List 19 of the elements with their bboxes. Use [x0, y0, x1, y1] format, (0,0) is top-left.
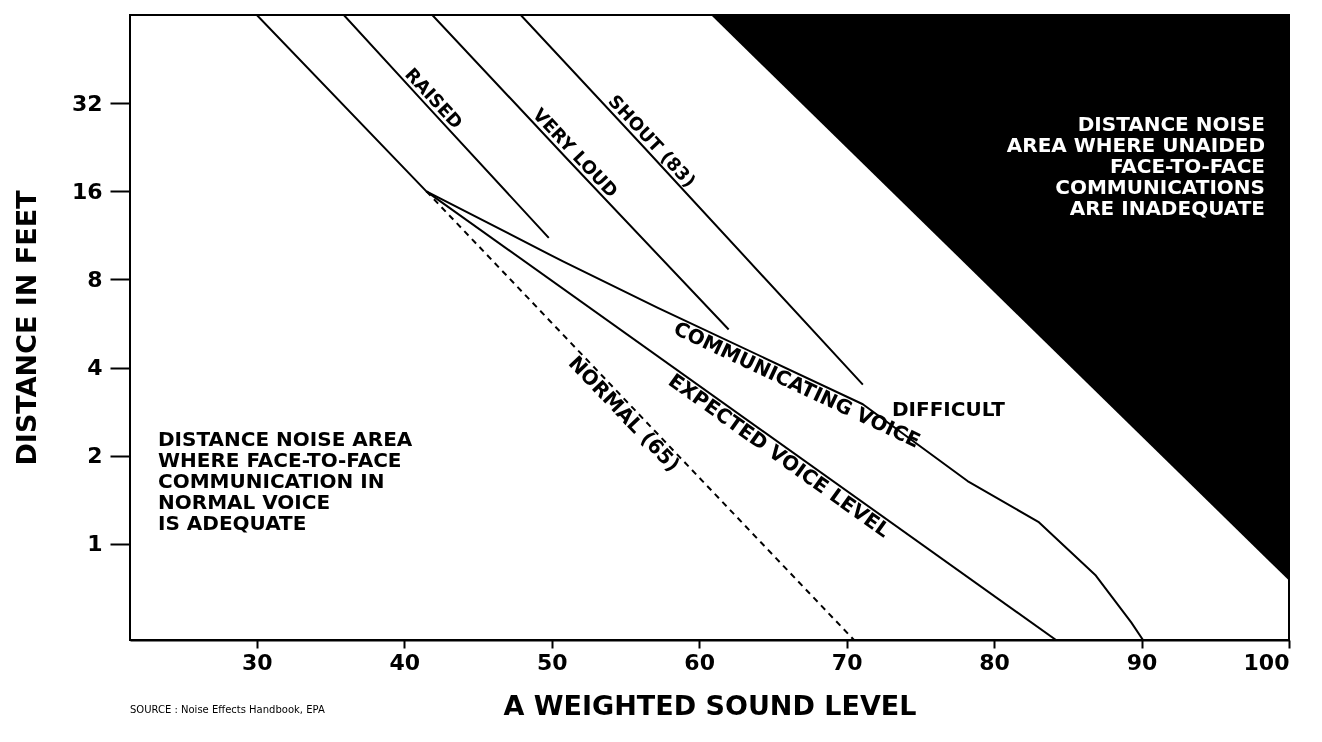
- annotation: DISTANCE NOISE AREA WHERE UNAIDED FACE-TO-FACE COMMUNICATIONS ARE INADEQUATE: [1006, 112, 1265, 220]
- y-axis-title: DISTANCE IN FEET: [10, 189, 42, 466]
- x-tick-label: 60: [684, 649, 715, 675]
- annotation: DISTANCE NOISE AREA WHERE FACE-TO-FACE COMMUNICATION IN NORMAL VOICE IS ADEQUATE: [158, 427, 413, 535]
- y-tick-label: 4: [87, 355, 103, 381]
- x-axis-title: A WEIGHTED SOUND LEVEL: [503, 689, 917, 721]
- y-tick-label: 1: [87, 531, 103, 557]
- x-tick-label: 100: [1243, 649, 1290, 675]
- x-tick-label: 50: [536, 649, 568, 675]
- x-tick-label: 30: [242, 649, 273, 675]
- y-tick-label: 16: [71, 178, 103, 204]
- x-tick-label: 90: [1126, 649, 1158, 675]
- y-tick-label: 8: [87, 266, 103, 292]
- x-tick-label: 80: [979, 649, 1010, 675]
- y-tick-label: 2: [87, 443, 103, 469]
- y-tick-label: 32: [71, 90, 103, 116]
- x-tick-label: 70: [831, 649, 863, 675]
- x-tick-label: 40: [389, 649, 421, 675]
- source-note: SOURCE : Noise Effects Handbook, EPA: [130, 704, 325, 715]
